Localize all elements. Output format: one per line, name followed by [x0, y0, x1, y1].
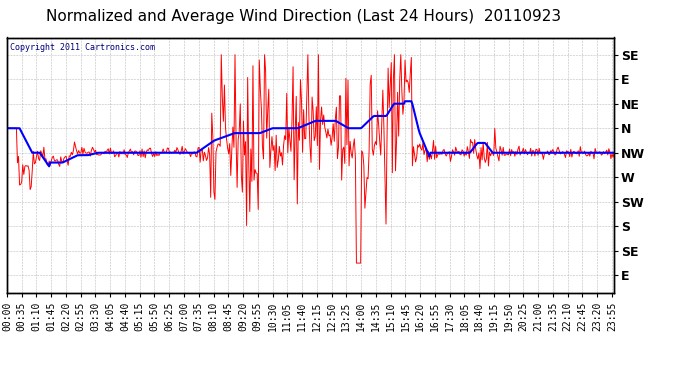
- Text: Normalized and Average Wind Direction (Last 24 Hours)  20110923: Normalized and Average Wind Direction (L…: [46, 9, 561, 24]
- Text: Copyright 2011 Cartronics.com: Copyright 2011 Cartronics.com: [10, 43, 155, 52]
